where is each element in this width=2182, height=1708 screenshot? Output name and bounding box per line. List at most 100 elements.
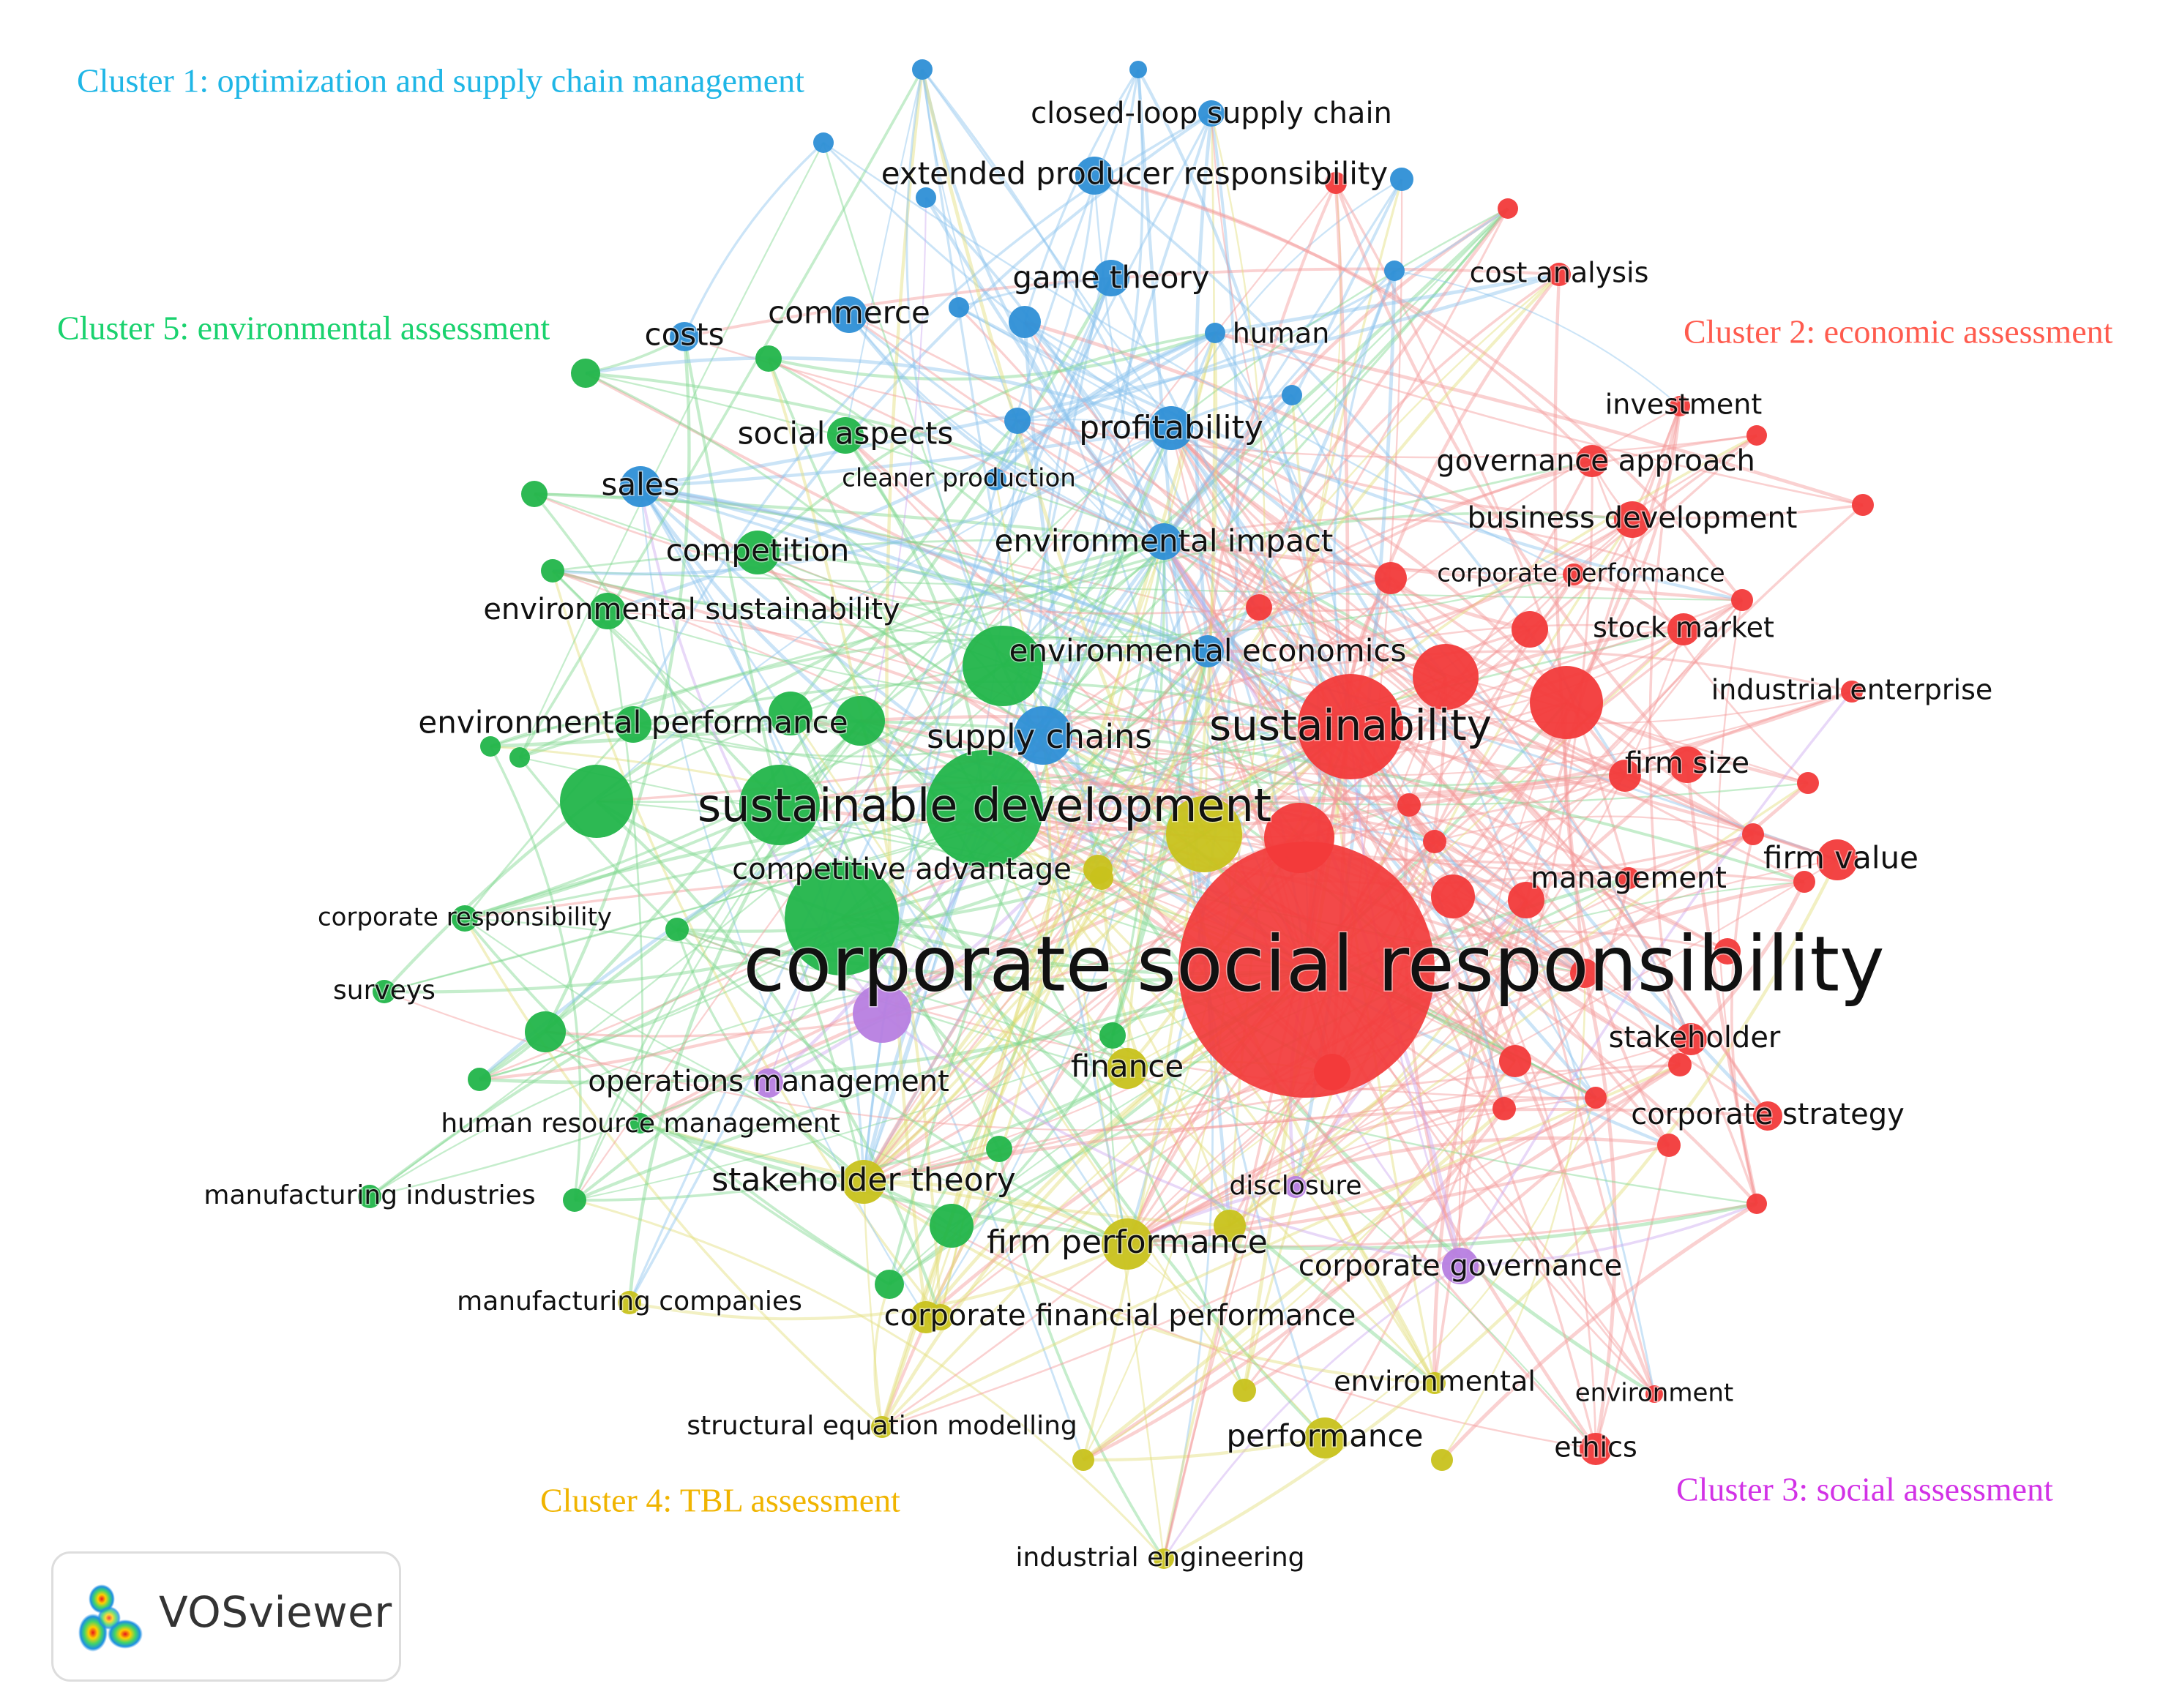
network-edge <box>1110 651 1210 1036</box>
network-node <box>1530 666 1603 739</box>
network-edge <box>1042 691 1853 776</box>
network-edge <box>464 804 780 920</box>
network-edge <box>1206 273 1560 652</box>
network-edge <box>596 650 1208 803</box>
network-edge <box>640 272 1560 489</box>
network-edge <box>490 460 1593 748</box>
keyword-node <box>1424 1372 1446 1394</box>
keyword-label: closed-loop supply chain <box>1031 97 1392 130</box>
keyword-node <box>589 593 626 629</box>
network-node <box>1264 803 1334 873</box>
network-node <box>541 559 564 583</box>
network-node <box>1282 385 1302 405</box>
network-edge <box>464 918 1128 1246</box>
network-node <box>1797 772 1819 794</box>
network-edge <box>1194 113 1214 652</box>
network-edge <box>640 1122 1230 1228</box>
network-edge <box>640 836 1300 1125</box>
keyword-label: environmental sustainability <box>483 593 900 626</box>
keyword-labels: corporate social responsibility sustainab… <box>203 96 1994 1574</box>
network-node <box>1375 562 1407 594</box>
network-edge <box>924 196 1597 1099</box>
network-edge <box>552 570 1307 971</box>
keyword-node <box>1304 1417 1345 1458</box>
network-edge <box>1229 629 1685 1226</box>
network-node <box>1397 793 1421 817</box>
network-node <box>1004 408 1031 434</box>
network-node <box>571 359 600 388</box>
network-edge <box>756 332 1216 554</box>
keyword-label: firm performance <box>987 1224 1268 1261</box>
keyword-node <box>373 980 396 1003</box>
network-edge <box>573 650 1209 1202</box>
network-edge <box>1127 1202 1757 1248</box>
network-edge <box>464 917 1128 1070</box>
keyword-label: performance <box>1227 1418 1424 1454</box>
cluster-label: Cluster 3: social assessment <box>1676 1471 2053 1508</box>
network-edge <box>640 1121 1757 1251</box>
network-edge <box>1170 427 1531 632</box>
network-edge <box>1126 113 1239 1245</box>
network-edge <box>544 1030 890 1286</box>
network-edge <box>1162 859 1839 1560</box>
network-edge <box>1258 518 1633 613</box>
keyword-node <box>1146 523 1182 560</box>
keyword-label: profitability <box>1079 409 1263 446</box>
network-edge <box>1162 394 1293 542</box>
network-node <box>1431 874 1475 918</box>
network-edge <box>862 394 1293 1183</box>
network-edge <box>534 492 1260 615</box>
keyword-label: stock market <box>1593 612 1774 644</box>
network-edge <box>1110 277 1352 727</box>
network-edge <box>1126 651 1209 1069</box>
keyword-label: commerce <box>768 295 930 331</box>
network-edge <box>757 550 1208 653</box>
network-edge <box>1324 1097 1597 1439</box>
keyword-label: ethics <box>1554 1431 1637 1464</box>
network-edge <box>683 336 781 806</box>
network-edge <box>859 720 1326 1439</box>
network-edge <box>1126 1095 1596 1246</box>
network-edge <box>1126 1136 1670 1246</box>
network-node <box>1508 882 1544 918</box>
network-node <box>1009 306 1041 338</box>
network-edge <box>925 541 1165 1318</box>
network-edge <box>1290 394 1656 1395</box>
keyword-label: costs <box>644 317 724 353</box>
network-node <box>1090 866 1113 890</box>
network-edge <box>632 719 1805 883</box>
network-edge <box>463 724 635 919</box>
keyword-label: industrial engineering <box>1015 1543 1304 1573</box>
network-edge <box>1295 1063 1681 1188</box>
network-edge <box>464 807 985 920</box>
network-edge <box>921 69 1597 1098</box>
network-edge <box>984 763 1688 811</box>
network-edge <box>779 779 1527 902</box>
network-edge <box>489 746 582 1201</box>
network-edge <box>1082 332 1218 1461</box>
network-edge <box>767 650 1209 1085</box>
network-edge <box>1213 332 1769 1117</box>
network-node <box>480 736 501 757</box>
keyword-label: firm size <box>1625 746 1749 780</box>
keyword-label: management <box>1531 861 1727 895</box>
cluster-label: Cluster 2: economic assessment <box>1684 313 2113 351</box>
keyword-label: social aspects <box>738 416 954 452</box>
network-node <box>521 481 548 507</box>
keyword-label: competition <box>666 533 850 569</box>
keyword-label: environmental <box>1334 1366 1536 1398</box>
network-edge <box>607 610 1351 728</box>
network-edge <box>862 179 1403 1183</box>
keyword-label: corporate financial performance <box>884 1299 1356 1333</box>
network-edge <box>640 485 1809 784</box>
network-edge <box>518 69 924 758</box>
cluster-labels: Cluster 1: optimization and supply chain… <box>57 62 2113 1519</box>
network-node <box>1325 172 1347 194</box>
network-node <box>1668 1053 1692 1076</box>
keyword-label: disclosure <box>1229 1171 1361 1201</box>
network-edge <box>888 541 1165 1285</box>
network-edge <box>384 990 1692 1131</box>
network-edge <box>920 69 1437 1385</box>
network-edge <box>639 485 1670 1147</box>
keyword-label: environmental impact <box>995 523 1334 559</box>
